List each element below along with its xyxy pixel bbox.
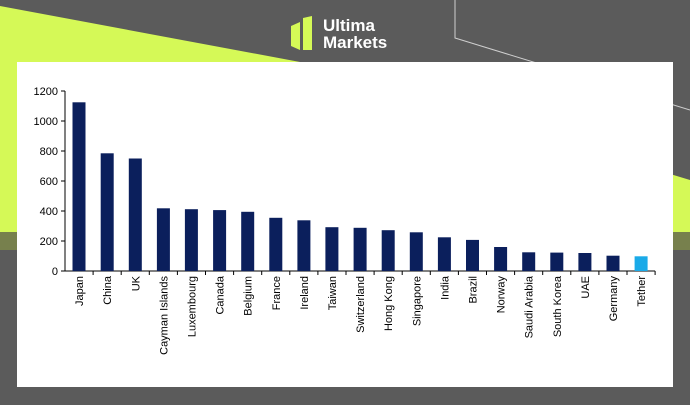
y-tick-label: 400 <box>40 206 58 218</box>
x-tick-label: China <box>102 275 114 305</box>
bar-singapore <box>409 232 423 271</box>
bar-india <box>437 237 451 272</box>
x-tick-label: Norway <box>496 276 508 314</box>
bar-hong-kong <box>381 230 395 271</box>
bar-cayman-islands <box>156 208 170 271</box>
x-tick-label: UK <box>130 275 142 291</box>
brand-logo: Ultima Markets <box>291 12 387 56</box>
bar-canada <box>213 210 227 271</box>
x-tick-label: Luxembourg <box>186 276 198 337</box>
brand-line-2: Markets <box>323 33 388 52</box>
y-tick-label: 1000 <box>34 116 58 128</box>
bar-france <box>269 217 283 272</box>
x-tick-label: Saudi Arabia <box>524 275 536 338</box>
x-tick-label: Tether <box>636 276 648 307</box>
y-tick-label: 1200 <box>34 86 58 98</box>
bar-norway <box>494 247 508 271</box>
x-tick-label: France <box>271 276 283 310</box>
bar-brazil <box>466 239 479 271</box>
bar-saudi-arabia <box>522 252 536 272</box>
x-tick-label: Belgium <box>243 276 255 316</box>
x-tick-label: Hong Kong <box>383 276 395 331</box>
x-tick-label: UAE <box>580 276 592 299</box>
x-tick-label: South Korea <box>552 275 564 337</box>
bar-tether <box>634 256 648 271</box>
x-tick-label: Switzerland <box>355 276 367 333</box>
x-tick-label: India <box>439 275 451 300</box>
y-tick-label: 600 <box>40 176 58 188</box>
brand-line-1: Ultima <box>323 16 375 35</box>
y-tick-label: 800 <box>40 146 58 158</box>
x-tick-label: Singapore <box>411 276 423 326</box>
bar-taiwan <box>325 227 339 271</box>
x-tick-label: Canada <box>215 275 227 314</box>
x-tick-label: Ireland <box>299 276 311 310</box>
bar-belgium <box>241 211 255 272</box>
bar-uae <box>578 253 592 271</box>
bar-china <box>100 153 114 272</box>
x-tick-label: Japan <box>74 276 86 306</box>
bar-luxembourg <box>184 209 198 271</box>
bar-chart: 0 200 400 600 800 1000 1200 Japan China UK Cayman … <box>34 86 656 355</box>
x-tick-label: Taiwan <box>327 276 339 310</box>
bar-japan <box>72 102 86 272</box>
x-tick-label: Germany <box>608 276 620 322</box>
bar-south-korea <box>550 252 564 271</box>
x-tick-label: Cayman Islands <box>158 276 170 355</box>
bar-uk <box>128 158 142 271</box>
x-tick-label: Brazil <box>467 276 479 304</box>
bar-germany <box>606 255 620 271</box>
chart-panel: 0 200 400 600 800 1000 1200 Japan China UK Cayman … <box>17 62 673 387</box>
brand-wordmark: Ultima Markets <box>323 17 387 51</box>
y-tick-label: 0 <box>52 266 58 278</box>
y-tick-label: 200 <box>40 236 58 248</box>
ultima-markets-logo-icon <box>291 16 312 50</box>
bar-ireland <box>297 220 311 271</box>
bar-switzerland <box>353 227 367 271</box>
